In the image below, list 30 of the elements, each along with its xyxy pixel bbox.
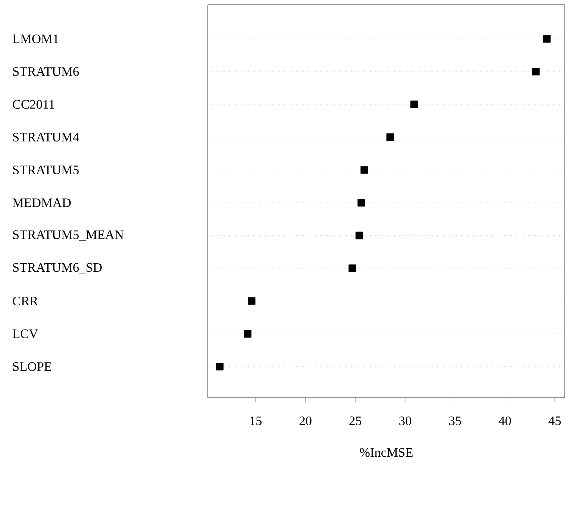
y-tick-label: STRATUM5_MEAN	[13, 230, 124, 241]
point	[348, 264, 356, 272]
y-tick-label: STRATUM6	[13, 68, 80, 76]
x-tick-label: 40	[498, 416, 512, 426]
point	[543, 35, 551, 43]
x-axis-title: %IncMSE	[360, 448, 413, 458]
y-tick-label: LMOM1	[12, 34, 59, 44]
y-tick-label: SLOPE	[13, 362, 52, 372]
point	[386, 134, 394, 142]
point	[356, 232, 364, 240]
y-tick-label: MEDMAD	[12, 198, 71, 208]
y-tick-label: STRATUM6_SD	[13, 263, 102, 274]
point	[216, 363, 224, 371]
y-tick-label: STRATUM4	[13, 133, 80, 142]
point	[410, 100, 418, 108]
x-tick-label: 20	[300, 416, 312, 426]
y-tick-label: STRATUM5	[13, 166, 79, 175]
point	[358, 199, 366, 207]
point	[248, 297, 256, 306]
x-tick-label: 30	[400, 416, 412, 426]
point	[360, 166, 368, 174]
x-tick-label: 15	[250, 416, 262, 426]
point	[244, 330, 252, 338]
y-tick-label: CC2011	[13, 100, 54, 109]
y-tick-label: CRR	[13, 296, 38, 306]
y-tick-label: LCV	[12, 330, 38, 338]
point	[532, 68, 540, 76]
x-tick-label: 45	[548, 416, 562, 426]
x-tick-label: 35	[449, 416, 462, 426]
x-tick-label: 25	[350, 416, 362, 426]
